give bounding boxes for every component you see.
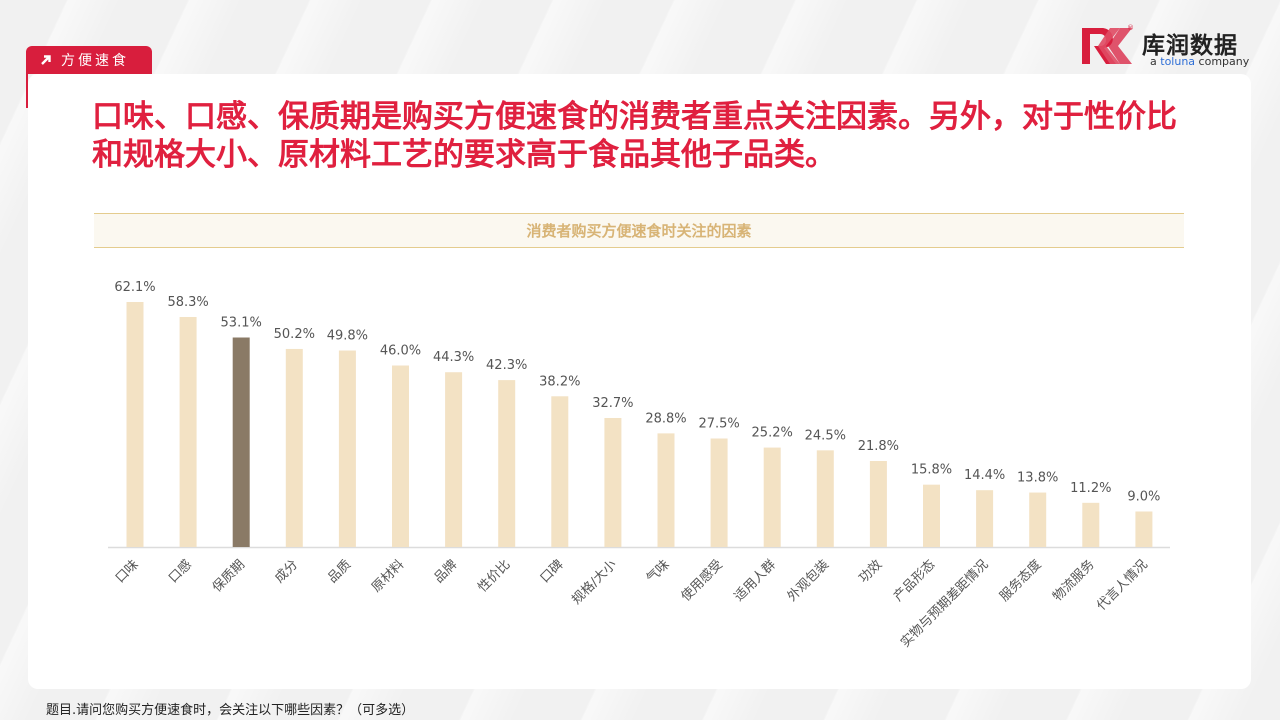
- data-label-17: 13.8%: [1017, 471, 1058, 486]
- bar-17: [1029, 492, 1047, 547]
- data-label-6: 44.3%: [433, 350, 474, 365]
- data-label-12: 25.2%: [752, 426, 793, 441]
- logo-mark: [1082, 28, 1132, 64]
- registered-mark: ®: [1127, 24, 1134, 32]
- x-tick-label-13: 外观包装: [785, 557, 832, 604]
- bar-2: [232, 337, 250, 547]
- chart-title-band: 消费者购买方便速食时关注的因素: [94, 213, 1184, 248]
- data-label-19: 9.0%: [1127, 489, 1160, 504]
- data-label-4: 49.8%: [327, 329, 368, 344]
- x-tick-label-5: 原材料: [369, 557, 407, 595]
- x-tick-label-16: 实物与预期差距情况: [898, 557, 991, 650]
- data-label-10: 28.8%: [645, 411, 686, 426]
- x-tick-label-4: 品质: [325, 557, 354, 586]
- company-logo: ® 库润数据 a toluna company: [1080, 24, 1255, 68]
- section-tag: 方便速食: [26, 46, 152, 74]
- data-label-15: 15.8%: [911, 463, 952, 478]
- x-tick-label-0: 口味: [113, 557, 142, 586]
- data-label-9: 32.7%: [592, 396, 633, 411]
- bar-5: [392, 365, 409, 547]
- data-label-8: 38.2%: [539, 374, 580, 389]
- x-tick-label-19: 代言人情况: [1094, 557, 1151, 614]
- x-tick-label-18: 物流服务: [1050, 557, 1098, 605]
- content-card: [28, 74, 1251, 689]
- x-tick-label-11: 使用感受: [678, 557, 726, 605]
- bar-10: [657, 433, 675, 547]
- x-tick-label-2: 保质期: [210, 557, 248, 595]
- bar-9: [604, 417, 622, 547]
- data-label-1: 58.3%: [167, 295, 208, 310]
- bar-15: [923, 484, 940, 547]
- survey-question-footnote: 题目.请问您购买方便速食时，会关注以下哪些因素？（可多选）: [46, 703, 415, 718]
- bar-1: [179, 316, 197, 547]
- x-tick-label-3: 成分: [272, 557, 301, 586]
- logo-tagline-suffix: company: [1195, 55, 1250, 68]
- logo-brand-name: 库润数据: [1142, 33, 1238, 59]
- x-tick-label-1: 口感: [165, 557, 195, 587]
- data-label-14: 21.8%: [858, 439, 899, 454]
- bar-3: [285, 348, 303, 547]
- data-label-5: 46.0%: [380, 344, 421, 359]
- x-tick-label-17: 服务态度: [996, 557, 1044, 605]
- bar-6: [445, 372, 463, 547]
- bar-18: [1082, 502, 1100, 547]
- x-tick-label-12: 适用人群: [732, 557, 779, 604]
- x-tick-label-8: 口碑: [537, 557, 567, 587]
- bar-8: [551, 396, 569, 547]
- data-label-7: 42.3%: [486, 358, 527, 373]
- data-label-2: 53.1%: [221, 316, 262, 331]
- data-label-16: 14.4%: [964, 468, 1005, 483]
- bar-4: [338, 350, 356, 547]
- arrow-up-right-icon: [41, 55, 51, 65]
- bar-12: [763, 447, 781, 547]
- data-label-18: 11.2%: [1070, 481, 1111, 496]
- data-label-11: 27.5%: [698, 417, 739, 432]
- page-headline: 口味、口感、保质期是购买方便速食的消费者重点关注因素。另外，对于性价比和规格大小…: [92, 99, 1177, 173]
- x-tick-label-15: 产品形态: [891, 557, 938, 604]
- bar-14: [869, 460, 887, 547]
- bar-11: [710, 438, 728, 547]
- bar-7: [498, 380, 516, 547]
- logo-tagline: a toluna company: [1150, 55, 1249, 68]
- bar-0: [126, 302, 144, 547]
- data-label-3: 50.2%: [274, 327, 315, 342]
- bar-13: [816, 450, 834, 547]
- bar-16: [976, 490, 994, 547]
- logo-tagline-prefix: a: [1150, 55, 1161, 68]
- section-tag-label: 方便速食: [61, 53, 129, 69]
- section-tag-tail: [26, 74, 28, 108]
- x-tick-label-9: 规格/大小: [569, 557, 620, 608]
- data-label-0: 62.1%: [114, 280, 155, 295]
- logo-tagline-brand: toluna: [1160, 55, 1196, 68]
- x-tick-label-7: 性价比: [475, 557, 513, 595]
- data-label-13: 24.5%: [805, 428, 846, 443]
- chart-title: 消费者购买方便速食时关注的因素: [526, 222, 752, 240]
- x-tick-label-10: 气味: [643, 557, 673, 587]
- x-tick-label-6: 品牌: [431, 557, 461, 587]
- bar-19: [1135, 511, 1153, 547]
- x-tick-label-14: 功效: [856, 557, 885, 586]
